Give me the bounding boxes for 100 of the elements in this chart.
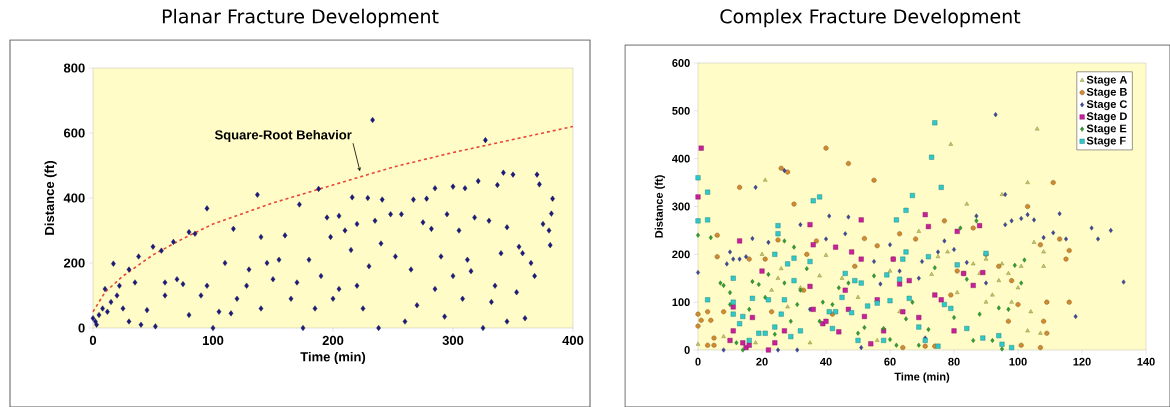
y-tick-label: 400 xyxy=(672,154,690,163)
point xyxy=(1035,126,1040,131)
point xyxy=(1044,330,1050,336)
point xyxy=(952,247,956,253)
point xyxy=(999,192,1005,196)
point xyxy=(845,160,851,166)
point xyxy=(858,256,864,262)
point xyxy=(990,337,995,343)
point xyxy=(727,337,733,343)
point xyxy=(779,266,784,271)
point xyxy=(737,184,743,190)
point xyxy=(705,309,711,315)
point xyxy=(1003,192,1008,198)
point xyxy=(872,273,876,279)
point xyxy=(861,314,867,320)
point xyxy=(894,342,899,348)
point xyxy=(846,214,851,220)
point xyxy=(1015,285,1021,290)
point xyxy=(996,305,1001,311)
y-tick-label: 800 xyxy=(63,63,85,73)
point xyxy=(858,217,864,223)
point xyxy=(955,290,960,294)
point xyxy=(695,323,701,329)
point xyxy=(977,311,982,317)
point xyxy=(792,244,796,250)
point xyxy=(872,259,876,265)
point xyxy=(1005,318,1011,324)
point xyxy=(846,280,851,286)
point xyxy=(1051,230,1056,236)
x-tick-label: 40 xyxy=(820,357,832,366)
point xyxy=(1108,227,1113,233)
point xyxy=(762,256,768,262)
point xyxy=(920,259,924,265)
y-tick-label: 600 xyxy=(63,128,85,138)
x-tick-label: 100 xyxy=(1009,357,1027,366)
point xyxy=(1041,318,1047,324)
point xyxy=(775,275,781,280)
point xyxy=(948,292,954,298)
point xyxy=(862,325,867,331)
point xyxy=(996,278,1001,282)
point xyxy=(698,317,704,323)
point xyxy=(1019,263,1024,268)
point xyxy=(916,342,921,348)
point xyxy=(913,236,919,242)
point xyxy=(932,292,938,298)
point xyxy=(807,340,813,345)
point xyxy=(830,302,835,308)
point xyxy=(897,281,903,287)
point xyxy=(781,328,787,334)
point xyxy=(1073,314,1078,320)
point xyxy=(804,266,809,272)
point xyxy=(798,222,803,228)
point xyxy=(740,347,745,353)
point xyxy=(888,242,892,248)
point xyxy=(1037,345,1043,351)
point xyxy=(759,251,765,256)
point xyxy=(926,326,931,332)
point xyxy=(1066,299,1072,305)
point xyxy=(1018,342,1024,348)
legend-label: Stage D xyxy=(1086,112,1127,123)
point xyxy=(791,201,797,207)
point xyxy=(785,169,791,175)
y-tick-label: 200 xyxy=(63,258,85,268)
point xyxy=(721,282,726,288)
point xyxy=(993,112,998,118)
point xyxy=(782,280,787,286)
point xyxy=(929,271,934,276)
point xyxy=(922,212,928,218)
point xyxy=(1003,222,1008,228)
point xyxy=(740,340,746,346)
point xyxy=(941,218,947,224)
point xyxy=(1041,263,1046,268)
point xyxy=(824,236,828,242)
y-tick-label: 100 xyxy=(672,298,690,307)
point xyxy=(795,302,800,308)
point xyxy=(711,342,717,348)
point xyxy=(952,314,956,320)
point xyxy=(728,290,732,296)
point xyxy=(1041,249,1046,254)
point xyxy=(836,329,842,335)
point xyxy=(714,232,720,238)
point xyxy=(804,251,810,257)
point xyxy=(766,239,771,245)
point xyxy=(859,345,864,351)
x-tick-label: 140 xyxy=(1137,357,1155,366)
point xyxy=(721,347,726,353)
point xyxy=(900,345,906,351)
point xyxy=(1089,225,1094,231)
point xyxy=(916,314,922,320)
annotation: Square-Root Behavior xyxy=(214,129,352,143)
point xyxy=(948,141,953,146)
point xyxy=(1121,279,1126,285)
x-tick-label: 0 xyxy=(89,335,97,345)
point xyxy=(708,317,714,323)
y-axis-title: Distance (ft) xyxy=(654,175,665,238)
point xyxy=(856,330,860,336)
point xyxy=(759,268,765,274)
point xyxy=(1028,309,1033,314)
point xyxy=(734,340,739,346)
y-tick-label: 600 xyxy=(672,59,690,67)
